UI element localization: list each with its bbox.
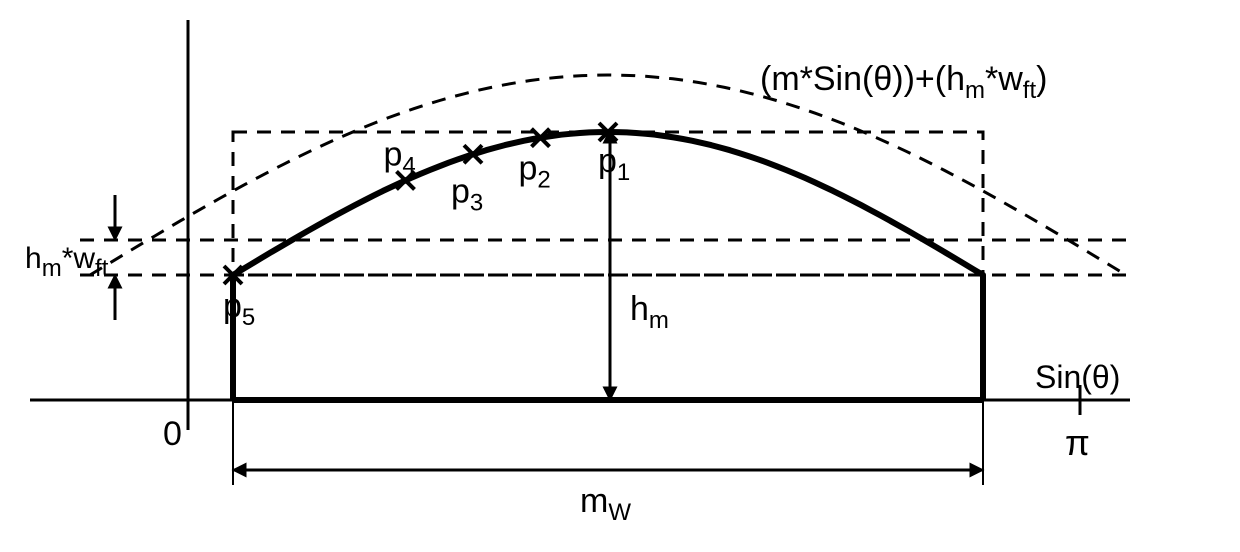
origin-label: 0 xyxy=(163,415,182,453)
sin-theta-label: Sin(θ) xyxy=(1035,359,1120,395)
label-p2: p2 xyxy=(519,150,551,194)
pi-label: π xyxy=(1065,422,1090,463)
mw-label: mW xyxy=(580,482,631,526)
formula-label: (m*Sin(θ))+(hm*wft) xyxy=(760,60,1047,104)
label-p1: p1 xyxy=(598,142,630,186)
hmwft-label: hm*wft xyxy=(25,242,109,282)
label-p4: p4 xyxy=(384,135,416,179)
hm-label: hm xyxy=(630,290,669,334)
label-p5: p5 xyxy=(223,287,255,331)
label-p3: p3 xyxy=(451,172,483,216)
